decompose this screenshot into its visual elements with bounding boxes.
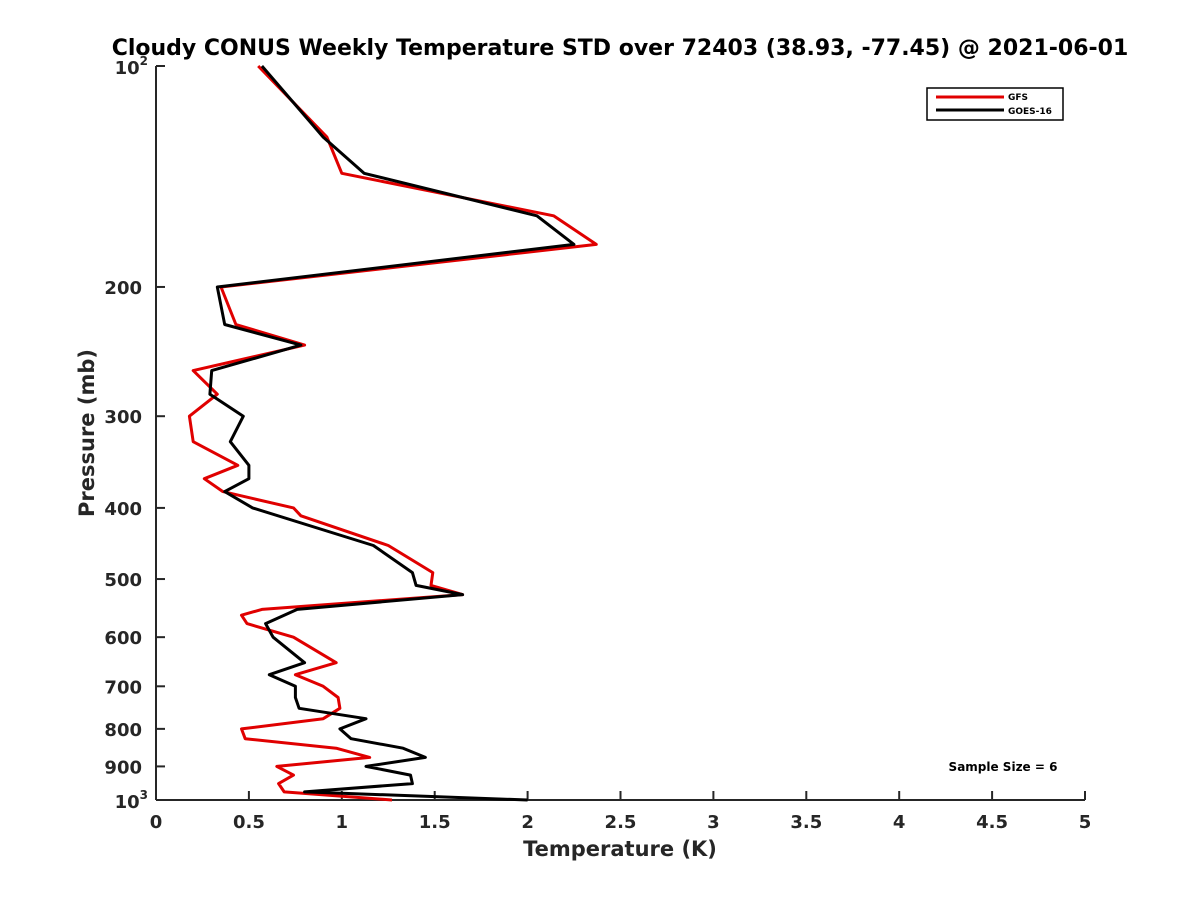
axis-ticks: 0 0.5 1 1.5 2 2.5 3 3.5 4 4.5 51022003004005006007… bbox=[104, 54, 1091, 833]
y-tick-label: 200 bbox=[104, 278, 142, 299]
legend-label-goes16: GOES-16 bbox=[1008, 107, 1052, 117]
series-line-goes16 bbox=[208, 65, 576, 802]
legend: GFS GOES-16 bbox=[926, 87, 1064, 121]
x-tick-label: 4 bbox=[893, 812, 906, 833]
y-tick-label: 800 bbox=[104, 720, 142, 741]
series-lines bbox=[187, 64, 598, 802]
y-tick-base: 10 bbox=[115, 58, 140, 79]
chart-title: Cloudy CONUS Weekly Temperature STD over… bbox=[112, 36, 1129, 61]
y-tick-base: 10 bbox=[115, 792, 140, 813]
y-tick-label: 900 bbox=[104, 757, 142, 778]
sample-size-annotation: Sample Size = 6 bbox=[949, 760, 1058, 774]
x-tick-label: 0 bbox=[150, 812, 163, 833]
x-tick-label: 4.5 bbox=[976, 812, 1008, 833]
x-tick-label: 5 bbox=[1079, 812, 1092, 833]
y-tick-label: 700 bbox=[104, 677, 142, 698]
y-tick-exponent: 3 bbox=[140, 788, 148, 802]
x-tick-label: 0.5 bbox=[233, 812, 265, 833]
legend-box bbox=[926, 87, 1064, 121]
x-tick-label: 3 bbox=[707, 812, 720, 833]
x-tick-label: 1 bbox=[336, 812, 349, 833]
x-tick-label: 2.5 bbox=[605, 812, 637, 833]
y-tick-label: 400 bbox=[104, 499, 142, 520]
y-tick-label: 500 bbox=[104, 570, 142, 591]
y-tick-label: 103 bbox=[115, 788, 148, 813]
x-axis-label: Temperature (K) bbox=[523, 837, 717, 861]
y-tick-label: 102 bbox=[115, 54, 148, 79]
legend-label-gfs: GFS bbox=[1008, 93, 1028, 103]
x-tick-label: 3.5 bbox=[790, 812, 822, 833]
y-axis-label: Pressure (mb) bbox=[75, 349, 99, 517]
x-tick-label: 1.5 bbox=[419, 812, 451, 833]
y-tick-label: 300 bbox=[104, 407, 142, 428]
x-tick-label: 2 bbox=[521, 812, 534, 833]
y-tick-exponent: 2 bbox=[140, 54, 148, 68]
y-tick-label: 600 bbox=[104, 628, 142, 649]
